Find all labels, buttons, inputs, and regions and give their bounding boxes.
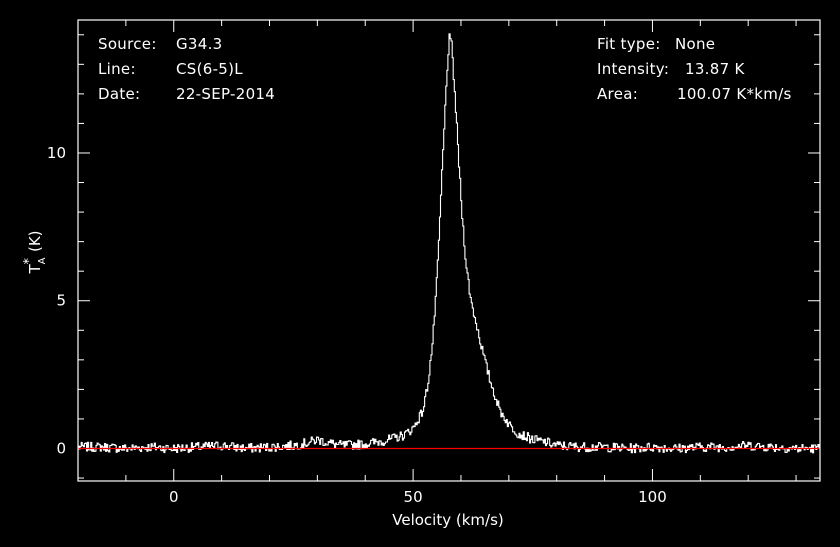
spectrum-line (78, 33, 820, 454)
info-intensity-label: Intensity: (597, 60, 670, 78)
info-line-value: CS(6-5)L (176, 60, 243, 78)
y-tick-label: 0 (56, 439, 66, 457)
info-date-value: 22-SEP-2014 (176, 85, 276, 103)
info-line-label: Line: (98, 60, 136, 78)
y-tick-label: 10 (47, 144, 66, 162)
tick-labels: 0 50 100 0 5 10 (47, 144, 667, 506)
plot-frame (77, 19, 821, 482)
y-axis-label: TA* (K) (22, 230, 48, 274)
svg-text:TA*(K): TA* (K) (22, 230, 48, 274)
info-date-label: Date: (98, 85, 141, 103)
info-area-label: Area: (597, 85, 639, 103)
info-fit-label: Fit type: (597, 35, 661, 53)
x-tick-label: 100 (638, 488, 667, 506)
info-area-value: 100.07 K*km/s (677, 85, 792, 103)
info-fit-value: None (675, 35, 716, 53)
y-axis-label-unit: (K) (26, 230, 44, 252)
x-axis-label: Velocity (km/s) (392, 511, 503, 529)
info-source-value: G34.3 (176, 35, 223, 53)
y-axis-label-main: T (26, 264, 44, 275)
x-tick-label: 50 (404, 488, 423, 506)
y-axis-label-sub: A (37, 257, 48, 264)
info-source-label: Source: (98, 35, 157, 53)
y-tick-label: 5 (56, 292, 66, 310)
info-intensity-value: 13.87 K (685, 60, 745, 78)
tick-marks (77, 20, 820, 481)
x-tick-label: 0 (169, 488, 179, 506)
y-axis-label-sup: * (22, 258, 37, 265)
